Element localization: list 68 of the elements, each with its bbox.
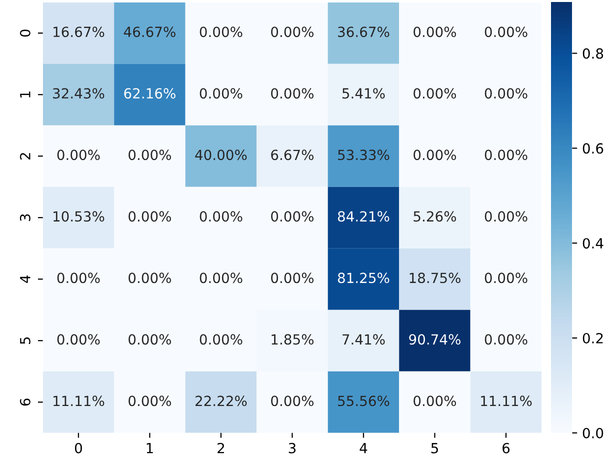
- data-label: 55.56%: [338, 396, 390, 406]
- y-tick-label: 6: [20, 398, 30, 406]
- data-label: 0.00%: [128, 272, 172, 284]
- data-label: 0.00%: [484, 211, 528, 222]
- data-label: 0.00%: [271, 211, 314, 222]
- data-label: 0.00%: [271, 272, 314, 284]
- data-label: 0.00%: [57, 272, 100, 284]
- data-label: 0.00%: [128, 396, 172, 406]
- data-label: 22.22%: [196, 396, 247, 406]
- data-label: 5.26%: [414, 211, 456, 222]
- data-label: 11.11%: [481, 396, 532, 406]
- data-label: 1.85%: [272, 334, 314, 345]
- data-label: 0.00%: [57, 334, 100, 345]
- data-label: 90.74%: [409, 334, 460, 345]
- data-label: 0.00%: [484, 26, 528, 38]
- data-label: 5.41%: [342, 88, 385, 99]
- data-label: 6.67%: [271, 150, 314, 160]
- color-bar-label: 0.4: [582, 238, 604, 249]
- data-label: 0.00%: [484, 150, 528, 160]
- data-label: 0.00%: [271, 26, 314, 38]
- data-label: 18.75%: [410, 272, 460, 284]
- data-label: 62.16%: [124, 88, 176, 99]
- color-bar-label: 0.8: [582, 48, 604, 59]
- data-label: 46.67%: [124, 26, 176, 38]
- data-label: 0.00%: [200, 211, 242, 222]
- data-label: 0.00%: [57, 150, 100, 160]
- data-label: 0.00%: [200, 272, 242, 284]
- x-tick-label: 6: [502, 442, 510, 454]
- y-tick-label: 4: [20, 275, 30, 283]
- color-bar-label: 0.0: [582, 428, 604, 438]
- data-label: 0.00%: [414, 88, 456, 99]
- x-tick-label: 4: [360, 443, 368, 454]
- data-label: 0.00%: [414, 396, 456, 406]
- data-label: 53.33%: [338, 150, 390, 160]
- color-bar-label: 0.2: [582, 332, 603, 344]
- color-bar-label: 0.6: [582, 143, 604, 154]
- data-label: 0.00%: [271, 88, 314, 99]
- data-label: 81.25%: [338, 272, 390, 284]
- data-label: 32.43%: [53, 88, 104, 99]
- data-label: 7.41%: [342, 334, 385, 345]
- data-label: 0.00%: [484, 334, 528, 345]
- x-tick-label: 1: [146, 443, 153, 454]
- data-label: 10.53%: [54, 211, 104, 222]
- data-label: 0.00%: [271, 396, 314, 406]
- y-tick-label: 3: [20, 214, 30, 221]
- data-label: 36.67%: [338, 26, 390, 38]
- data-label: 0.00%: [128, 150, 172, 160]
- y-tick-label: 0: [20, 30, 30, 37]
- data-label: 0.00%: [128, 334, 172, 345]
- data-label: 0.00%: [200, 334, 242, 345]
- data-label: 0.00%: [484, 272, 528, 284]
- data-label: 0.00%: [200, 26, 242, 38]
- data-label: 0.00%: [414, 150, 456, 160]
- data-label: 40.00%: [195, 150, 247, 160]
- data-label: 0.00%: [128, 211, 172, 222]
- data-label: 16.67%: [54, 26, 104, 38]
- y-tick-label: 5: [20, 337, 30, 344]
- x-tick-label: 5: [431, 443, 438, 454]
- data-label: 11.11%: [54, 396, 104, 406]
- data-label: 0.00%: [414, 26, 456, 38]
- x-tick-label: 3: [288, 442, 296, 454]
- data-label: 84.21%: [338, 211, 390, 222]
- data-label: 0.00%: [484, 88, 528, 99]
- y-tick-label: 1: [20, 91, 30, 98]
- x-tick-label: 2: [218, 442, 224, 454]
- x-tick-label: 0: [74, 442, 82, 454]
- y-tick-label: 2: [20, 153, 30, 160]
- data-label: 0.00%: [200, 88, 242, 99]
